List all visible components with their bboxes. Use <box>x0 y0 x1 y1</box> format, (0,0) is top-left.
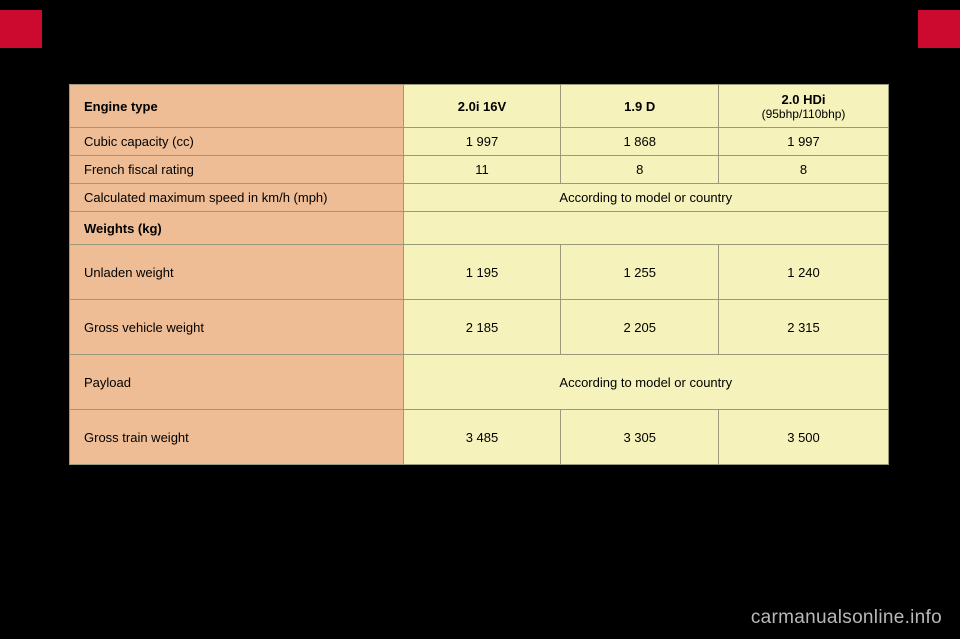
engine-spec-table: Engine type 2.0i 16V 1.9 D 2.0 HDi (95bh… <box>69 84 889 465</box>
gvw-c3: 2 315 <box>719 300 889 355</box>
header-col-3-name: 2.0 HDi <box>781 92 825 107</box>
table-row-weights-header: Weights (kg) <box>70 212 889 245</box>
header-col-3-sub: (95bhp/110bhp) <box>733 107 874 121</box>
table-row-fiscal: French fiscal rating 11 8 8 <box>70 156 889 184</box>
payload-span: According to model or country <box>403 355 888 410</box>
gtw-c3: 3 500 <box>719 410 889 465</box>
weights-label: Weights (kg) <box>70 212 404 245</box>
gtw-label: Gross train weight <box>70 410 404 465</box>
speed-span: According to model or country <box>403 184 888 212</box>
table-row-gvw: Gross vehicle weight 2 185 2 205 2 315 <box>70 300 889 355</box>
fiscal-c2: 8 <box>561 156 719 184</box>
cubic-c2: 1 868 <box>561 128 719 156</box>
gvw-c2: 2 205 <box>561 300 719 355</box>
header-col-3: 2.0 HDi (95bhp/110bhp) <box>719 85 889 128</box>
speed-label: Calculated maximum speed in km/h (mph) <box>70 184 404 212</box>
unladen-label: Unladen weight <box>70 245 404 300</box>
table-row-unladen: Unladen weight 1 195 1 255 1 240 <box>70 245 889 300</box>
table-row-header: Engine type 2.0i 16V 1.9 D 2.0 HDi (95bh… <box>70 85 889 128</box>
unladen-c3: 1 240 <box>719 245 889 300</box>
table-row-cubic: Cubic capacity (cc) 1 997 1 868 1 997 <box>70 128 889 156</box>
table-row-gtw: Gross train weight 3 485 3 305 3 500 <box>70 410 889 465</box>
header-col-2: 1.9 D <box>561 85 719 128</box>
fiscal-c3: 8 <box>719 156 889 184</box>
header-col-1: 2.0i 16V <box>403 85 561 128</box>
table-row-speed: Calculated maximum speed in km/h (mph) A… <box>70 184 889 212</box>
gtw-c2: 3 305 <box>561 410 719 465</box>
watermark-text: carmanualsonline.info <box>751 607 942 629</box>
page-tab-left <box>0 10 42 48</box>
cubic-c1: 1 997 <box>403 128 561 156</box>
fiscal-label: French fiscal rating <box>70 156 404 184</box>
header-col-1-name: 2.0i 16V <box>458 99 506 114</box>
gvw-label: Gross vehicle weight <box>70 300 404 355</box>
unladen-c2: 1 255 <box>561 245 719 300</box>
cubic-c3: 1 997 <box>719 128 889 156</box>
payload-label: Payload <box>70 355 404 410</box>
weights-empty <box>403 212 888 245</box>
page-tab-right <box>918 10 960 48</box>
gtw-c1: 3 485 <box>403 410 561 465</box>
table-row-payload: Payload According to model or country <box>70 355 889 410</box>
header-label: Engine type <box>70 85 404 128</box>
cubic-label: Cubic capacity (cc) <box>70 128 404 156</box>
unladen-c1: 1 195 <box>403 245 561 300</box>
fiscal-c1: 11 <box>403 156 561 184</box>
header-col-2-name: 1.9 D <box>624 99 655 114</box>
gvw-c1: 2 185 <box>403 300 561 355</box>
